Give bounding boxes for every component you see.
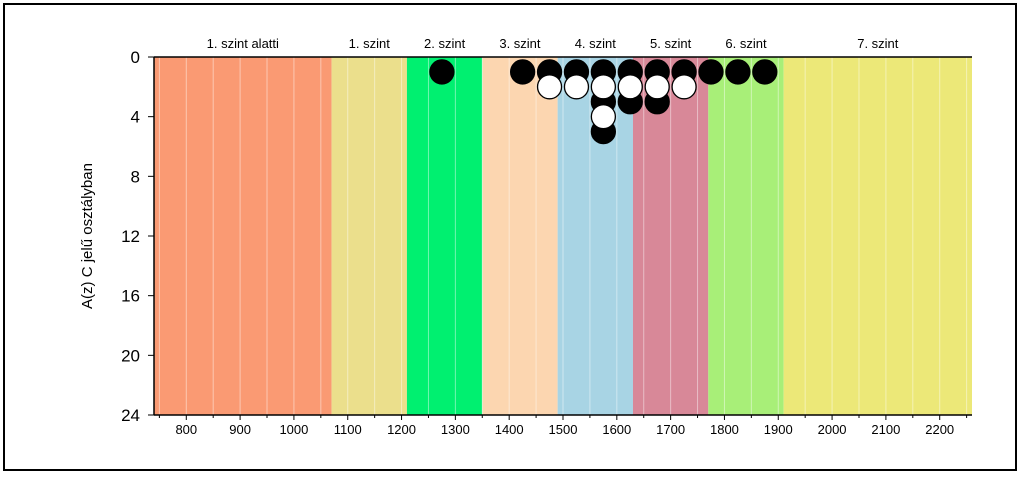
x-tick-label-1400: 1400 xyxy=(495,422,524,437)
y-tick-label-4: 4 xyxy=(131,108,140,127)
y-tick-label-20: 20 xyxy=(121,346,140,365)
y-tick-label-0: 0 xyxy=(131,48,140,67)
x-tick-label-900: 900 xyxy=(229,422,251,437)
x-tick-label-1900: 1900 xyxy=(764,422,793,437)
filled-point-11 xyxy=(752,59,778,85)
filled-point-2 xyxy=(509,59,536,85)
bands-layer: 1. szint alatti 1. szint 2. szint 3. szint 4… xyxy=(154,36,972,415)
y-tick-label-12: 12 xyxy=(121,227,140,246)
x-tick-label-2000: 2000 xyxy=(818,422,847,437)
filled-point-1 xyxy=(429,59,455,85)
band-label-6: 5. szint xyxy=(650,36,692,51)
open-point-1 xyxy=(536,74,563,100)
band-6 xyxy=(632,57,709,415)
x-tick-label-800: 800 xyxy=(175,422,197,437)
band-7 xyxy=(708,57,784,415)
y-axis-title: A(z) C jelű osztályban xyxy=(79,163,96,309)
band-label-8: 7. szint xyxy=(857,36,899,51)
band-label-5: 4. szint xyxy=(575,36,617,51)
x-tick-label-1600: 1600 xyxy=(602,422,631,437)
x-tick-label-1100: 1100 xyxy=(334,422,362,437)
points-layer xyxy=(429,59,778,145)
band-label-7: 6. szint xyxy=(725,36,767,51)
open-point-3 xyxy=(590,74,617,100)
open-point-5 xyxy=(644,74,670,100)
open-point-6 xyxy=(671,74,697,100)
filled-point-9 xyxy=(698,59,724,85)
band-label-3: 2. szint xyxy=(424,36,466,51)
x-tick-label-2200: 2200 xyxy=(925,422,954,437)
open-point-7 xyxy=(590,104,617,130)
x-tick-label-1800: 1800 xyxy=(710,422,739,437)
open-point-4 xyxy=(617,74,643,100)
x-tick-label-1300: 1300 xyxy=(441,422,470,437)
band-label-4: 3. szint xyxy=(499,36,541,51)
y-tick-label-8: 8 xyxy=(131,167,140,186)
x-tick-label-2100: 2100 xyxy=(871,422,900,437)
x-tick-label-1700: 1700 xyxy=(656,422,685,437)
x-tick-label-1200: 1200 xyxy=(387,422,416,437)
band-label-1: 1. szint alatti xyxy=(207,36,279,51)
band-8 xyxy=(783,57,972,415)
y-tick-label-24: 24 xyxy=(121,406,140,425)
x-tick-label-1500: 1500 xyxy=(549,422,578,437)
open-point-2 xyxy=(563,74,590,100)
band-4 xyxy=(482,57,558,415)
y-tick-label-16: 16 xyxy=(121,287,140,306)
band-label-2: 1. szint xyxy=(349,36,391,51)
band-1 xyxy=(154,57,332,415)
x-tick-label-1000: 1000 xyxy=(279,422,308,437)
grid-layer xyxy=(158,57,968,415)
band-3 xyxy=(406,57,483,415)
band-2 xyxy=(331,57,407,415)
axes-layer: 800 900 1000 1100 1200 1300 1400 1500 1600 1700 18… xyxy=(121,48,972,437)
filled-point-10 xyxy=(725,59,751,85)
